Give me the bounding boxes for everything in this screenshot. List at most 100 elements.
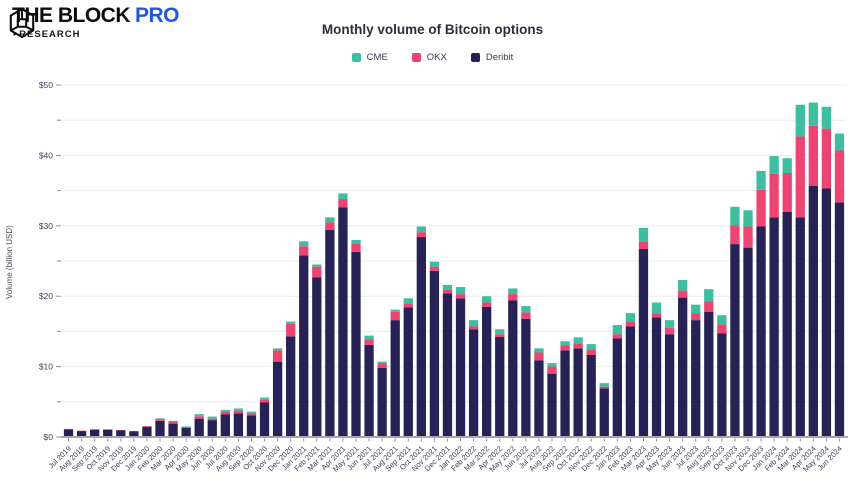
the-block-pro-logo: THE BLOCK PRO • RESEARCH [8,5,180,41]
segment-cme [534,348,544,353]
segment-deribit [155,420,165,437]
segment-deribit [678,297,688,437]
segment-cme [730,206,740,226]
bar-aug-2023 [704,289,714,437]
segment-cme [442,284,453,290]
segment-deribit [442,293,453,437]
bar-jan-2021 [299,241,309,437]
segment-cme [233,408,244,411]
segment-deribit [129,431,139,437]
bar-mar-2023 [638,227,649,437]
segment-okx [717,324,727,334]
segment-cme [338,193,348,200]
the-block-cube-icon [9,7,35,39]
segment-deribit [364,344,374,437]
bar-jul-2021 [377,361,387,437]
bar-may-2020 [194,414,204,437]
segment-okx [534,352,544,361]
segment-okx [325,222,335,231]
legend-swatch-deribit [470,53,480,62]
segment-deribit [233,413,244,437]
segment-deribit [142,426,152,437]
segment-deribit [495,337,505,437]
bar-dec-2019 [129,431,139,437]
bar-oct-2022 [573,337,583,437]
bar-aug-2021 [390,309,400,437]
y-tick-label: $20 [39,291,53,301]
bar-apr-2023 [651,302,662,437]
bar-jul-2019 [63,428,74,437]
bar-dec-2021 [442,284,453,437]
y-tick-label: $30 [39,221,53,231]
segment-okx [821,128,832,189]
y-tick-label: $0 [44,432,54,442]
logo-research-line: • RESEARCH [13,29,179,40]
segment-cme [808,102,818,126]
segment-cme [560,341,570,346]
segment-cme [821,106,832,129]
segment-deribit [181,427,191,437]
segment-deribit [259,402,270,437]
bar-aug-2020 [233,408,244,437]
segment-okx [625,321,636,327]
bullet-icon: • [13,29,18,39]
legend-label: CME [366,52,388,63]
segment-deribit [325,230,335,437]
logo-text: THE BLOCK PRO • RESEARCH [12,5,180,41]
segment-cme [638,227,649,242]
logo-brand-line: THE BLOCK PRO [12,5,180,27]
segment-okx [377,363,387,369]
segment-okx [782,173,792,212]
segment-deribit [795,217,805,437]
segment-deribit [599,388,609,437]
segment-cme [390,309,400,312]
segment-okx [756,189,766,227]
segment-deribit [299,255,309,437]
segment-okx [808,125,818,186]
segment-deribit [782,211,792,437]
segment-cme [782,158,792,173]
segment-okx [664,327,675,335]
segment-okx [442,289,453,294]
segment-okx [416,232,426,238]
segment-deribit [743,247,753,437]
y-tick-label: $40 [39,150,53,160]
segment-okx [482,302,492,307]
bar-feb-2020 [155,418,165,437]
segment-deribit [312,277,322,437]
legend-swatch-okx [411,53,421,62]
segment-okx [638,241,649,250]
bar-apr-2020 [181,426,191,437]
segment-okx [403,303,413,308]
segment-okx [678,290,688,298]
legend-item-cme: CME [351,52,388,63]
bar-feb-2023 [625,313,636,437]
segment-cme [455,287,466,295]
segment-okx [390,311,400,321]
segment-okx [246,413,257,416]
segment-deribit [756,226,766,437]
segment-okx [730,225,740,245]
segment-okx [312,266,322,278]
bar-mar-2022 [482,296,492,437]
segment-deribit [207,420,217,437]
segment-okx [455,294,466,299]
segment-deribit [416,237,426,437]
segment-cme [299,241,309,247]
segment-deribit [704,311,714,437]
bar-nov-2021 [429,261,440,437]
segment-deribit [76,431,87,437]
segment-okx [272,350,283,362]
bar-feb-2021 [312,264,322,437]
segment-deribit [808,185,818,437]
segment-cme [272,348,283,351]
bar-apr-2022 [495,329,505,437]
bar-may-2021 [351,239,361,437]
bar-sep-2020 [246,411,257,437]
bar-jul-2022 [534,348,544,437]
segment-deribit [455,298,466,437]
segment-okx [468,326,479,330]
segment-deribit [403,307,413,437]
